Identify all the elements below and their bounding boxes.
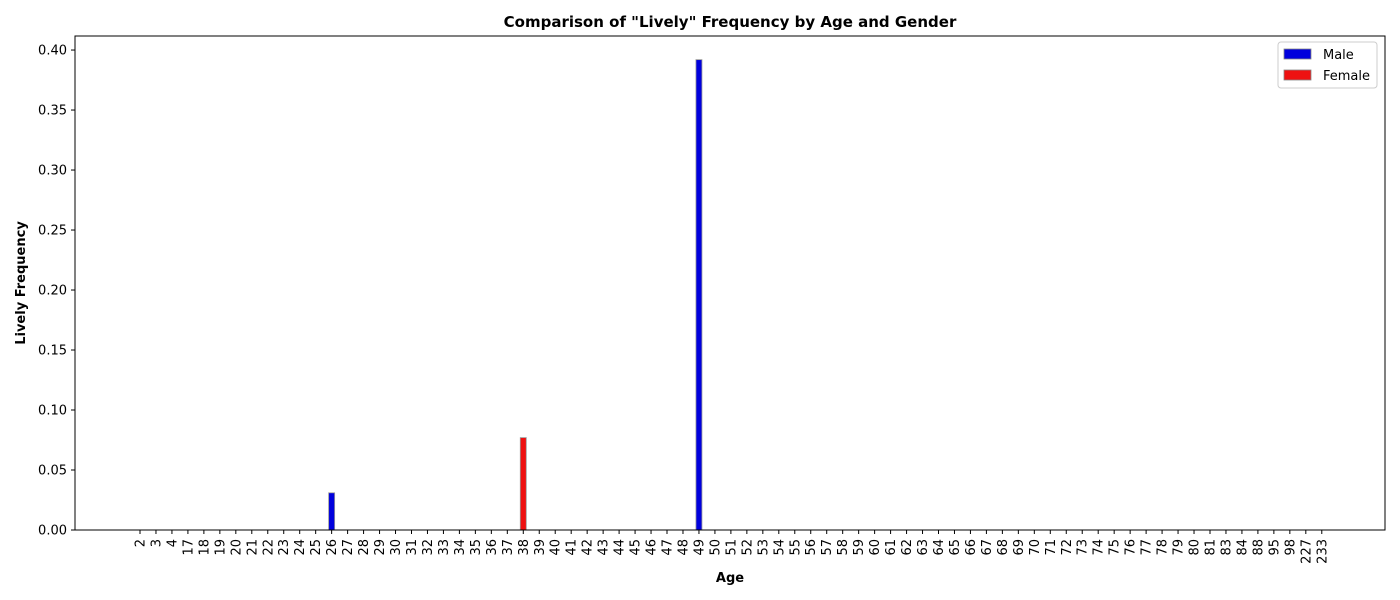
x-tick-label: 62 bbox=[900, 539, 915, 556]
bar-male-age-26 bbox=[328, 492, 336, 531]
x-tick-label: 59 bbox=[852, 539, 867, 556]
x-tick-label: 17 bbox=[181, 539, 196, 556]
x-tick-label: 64 bbox=[932, 539, 947, 556]
x-tick-label: 36 bbox=[485, 539, 500, 556]
x-tick-label: 80 bbox=[1188, 539, 1203, 556]
x-tick-label: 74 bbox=[1092, 539, 1107, 556]
x-tick-label: 54 bbox=[772, 539, 787, 556]
legend-swatch-male bbox=[1283, 48, 1312, 60]
x-tick-label: 78 bbox=[1156, 539, 1171, 556]
x-tick-label: 35 bbox=[469, 539, 484, 556]
x-tick-label: 57 bbox=[820, 539, 835, 556]
x-tick-label: 75 bbox=[1108, 539, 1123, 556]
x-tick-label: 63 bbox=[916, 539, 931, 556]
y-tick-label: 0.15 bbox=[38, 344, 67, 359]
plot-area: 0.000.050.100.150.200.250.300.350.402 3 4 1… bbox=[38, 44, 1330, 564]
legend-label-male: Male bbox=[1323, 48, 1354, 63]
x-tick-label: 23 bbox=[277, 539, 292, 556]
x-axis-label: Age bbox=[716, 571, 744, 586]
x-tick-label: 56 bbox=[804, 539, 819, 556]
x-tick-label: 27 bbox=[341, 539, 356, 556]
y-tick-label: 0.25 bbox=[38, 224, 67, 239]
x-tick-label: 37 bbox=[501, 539, 516, 556]
bar-female-age-38 bbox=[519, 437, 527, 531]
y-tick-label: 0.00 bbox=[38, 524, 67, 539]
x-tick-label: 38 bbox=[517, 539, 532, 556]
x-tick-label: 29 bbox=[373, 539, 388, 556]
x-tick-label: 51 bbox=[724, 539, 739, 556]
x-tick-label: 70 bbox=[1028, 539, 1043, 556]
x-tick-label: 73 bbox=[1076, 539, 1091, 556]
x-tick-label: 60 bbox=[868, 539, 883, 556]
x-tick-label: 18 bbox=[197, 539, 212, 556]
x-tick-label: 83 bbox=[1219, 539, 1234, 556]
x-tick-label: 66 bbox=[964, 539, 979, 556]
legend-swatch-female bbox=[1283, 69, 1312, 81]
x-tick-label: 20 bbox=[229, 539, 244, 556]
x-tick-label: 71 bbox=[1044, 539, 1059, 556]
x-tick-label: 33 bbox=[437, 539, 452, 556]
y-axis-label: Lively Frequency bbox=[14, 221, 29, 345]
x-tick-label: 49 bbox=[692, 539, 707, 556]
x-tick-label: 26 bbox=[325, 539, 340, 556]
x-tick-label: 22 bbox=[261, 539, 276, 556]
x-tick-label: 58 bbox=[836, 539, 851, 556]
x-tick-label: 61 bbox=[884, 539, 899, 556]
x-tick-label: 95 bbox=[1267, 539, 1282, 556]
x-tick-label: 40 bbox=[549, 539, 564, 556]
x-tick-label: 25 bbox=[309, 539, 324, 556]
x-tick-label: 4 bbox=[165, 539, 180, 547]
chart-title: Comparison of "Lively" Frequency by Age … bbox=[504, 13, 957, 31]
x-tick-label: 53 bbox=[756, 539, 771, 556]
x-tick-label: 19 bbox=[213, 539, 228, 556]
x-tick-label: 84 bbox=[1235, 539, 1250, 556]
bar-male-age-49 bbox=[695, 59, 703, 531]
x-tick-label: 55 bbox=[788, 539, 803, 556]
y-tick-label: 0.05 bbox=[38, 464, 67, 479]
x-tick-label: 32 bbox=[421, 539, 436, 556]
y-tick-label: 0.40 bbox=[38, 44, 67, 59]
y-tick-label: 0.10 bbox=[38, 404, 67, 419]
x-tick-label: 34 bbox=[453, 539, 468, 556]
x-tick-label: 30 bbox=[389, 539, 404, 556]
x-tick-label: 43 bbox=[597, 539, 612, 556]
x-tick-label: 76 bbox=[1124, 539, 1139, 556]
x-tick-label: 31 bbox=[405, 539, 420, 556]
x-tick-label: 65 bbox=[948, 539, 963, 556]
x-tick-label: 79 bbox=[1172, 539, 1187, 556]
x-tick-label: 50 bbox=[708, 539, 723, 556]
x-tick-label: 21 bbox=[245, 539, 260, 556]
y-tick-label: 0.30 bbox=[38, 164, 67, 179]
x-tick-label: 67 bbox=[980, 539, 995, 556]
x-tick-label: 41 bbox=[565, 539, 580, 556]
y-tick-label: 0.35 bbox=[38, 104, 67, 119]
x-tick-label: 81 bbox=[1203, 539, 1218, 556]
x-tick-label: 42 bbox=[581, 539, 596, 556]
x-tick-label: 46 bbox=[645, 539, 660, 556]
x-tick-label: 48 bbox=[676, 539, 691, 556]
x-tick-label: 44 bbox=[613, 539, 628, 556]
x-tick-label: 39 bbox=[533, 539, 548, 556]
x-tick-label: 47 bbox=[661, 539, 676, 556]
x-tick-label: 68 bbox=[996, 539, 1011, 556]
x-tick-label: 52 bbox=[740, 539, 755, 556]
x-tick-label: 45 bbox=[629, 539, 644, 556]
x-tick-label: 227 bbox=[1299, 539, 1314, 564]
x-tick-label: 2 bbox=[134, 539, 149, 547]
x-tick-label: 88 bbox=[1251, 539, 1266, 556]
x-tick-label: 28 bbox=[357, 539, 372, 556]
legend: Male Female bbox=[1277, 41, 1378, 89]
x-tick-label: 24 bbox=[293, 539, 308, 556]
x-tick-label: 98 bbox=[1283, 539, 1298, 556]
x-tick-label: 3 bbox=[149, 539, 164, 547]
x-tick-label: 233 bbox=[1315, 539, 1330, 564]
x-tick-label: 77 bbox=[1140, 539, 1155, 556]
x-tick-label: 72 bbox=[1060, 539, 1075, 556]
legend-label-female: Female bbox=[1323, 69, 1370, 84]
axes-frame bbox=[74, 35, 1386, 531]
y-tick-label: 0.20 bbox=[38, 284, 67, 299]
x-tick-label: 69 bbox=[1012, 539, 1027, 556]
